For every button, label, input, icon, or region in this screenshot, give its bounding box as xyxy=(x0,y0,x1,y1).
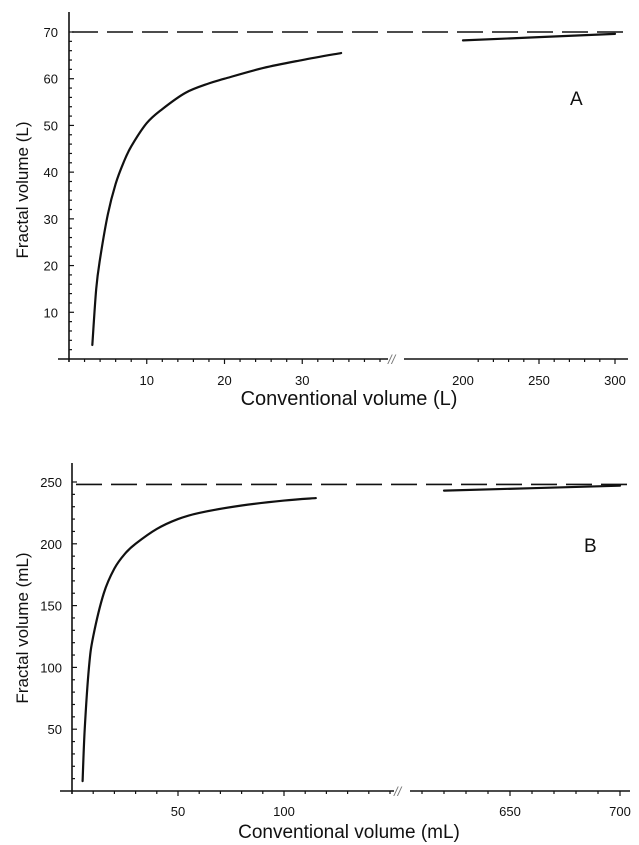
panel-b-x-ticks: 50 100 650 700 xyxy=(92,791,631,819)
y-tick-label: 250 xyxy=(40,475,62,490)
y-tick-label: 60 xyxy=(44,72,58,87)
panel-b-x-axis-label: Conventional volume (mL) xyxy=(238,822,460,843)
x-tick-label: 30 xyxy=(295,373,309,388)
y-tick-label: 20 xyxy=(44,259,58,274)
x-tick-label: 50 xyxy=(171,804,185,819)
x-tick-label: 200 xyxy=(452,373,474,388)
panel-a: // 10 20 30 40 50 60 70 10 20 30 200 250 300 A Conv… xyxy=(13,12,628,410)
y-tick-label: 150 xyxy=(40,599,62,614)
y-tick-label: 50 xyxy=(48,722,62,737)
y-tick-label: 100 xyxy=(40,660,62,675)
panel-a-x-ticks: 10 20 30 200 250 300 xyxy=(83,359,626,388)
y-tick-label: 50 xyxy=(44,118,58,133)
y-tick-label: 70 xyxy=(44,25,58,40)
panel-a-series-right xyxy=(461,32,617,42)
panel-b-series-left xyxy=(81,496,317,783)
x-tick-label: 250 xyxy=(528,373,550,388)
panel-a-axis-break: // xyxy=(387,352,397,367)
x-tick-label: 300 xyxy=(604,373,626,388)
x-tick-label: 20 xyxy=(217,373,231,388)
panel-b-letter: B xyxy=(584,536,597,557)
panel-b-series-right xyxy=(442,484,622,492)
y-tick-label: 10 xyxy=(44,305,58,320)
x-tick-label: 700 xyxy=(609,804,631,819)
panel-b: // 50 100 150 200 250 50 100 650 700 B Conventi… xyxy=(13,463,631,843)
panel-a-x-axis-label: Conventional volume (L) xyxy=(241,388,458,410)
panel-a-series-left xyxy=(91,51,343,347)
y-tick-label: 200 xyxy=(40,537,62,552)
panel-a-y-ticks: 10 20 30 40 50 60 70 xyxy=(44,25,74,351)
panel-a-letter: A xyxy=(570,89,583,110)
x-tick-label: 10 xyxy=(140,373,154,388)
panel-b-y-ticks: 50 100 150 200 250 xyxy=(40,475,77,780)
panel-b-axis-break: // xyxy=(393,784,403,799)
panel-a-y-axis-label: Fractal volume (L) xyxy=(13,122,32,259)
x-tick-label: 100 xyxy=(273,804,295,819)
y-tick-label: 30 xyxy=(44,212,58,227)
panel-b-y-axis-label: Fractal volume (mL) xyxy=(13,552,32,703)
x-tick-label: 650 xyxy=(499,804,521,819)
y-tick-label: 40 xyxy=(44,165,58,180)
